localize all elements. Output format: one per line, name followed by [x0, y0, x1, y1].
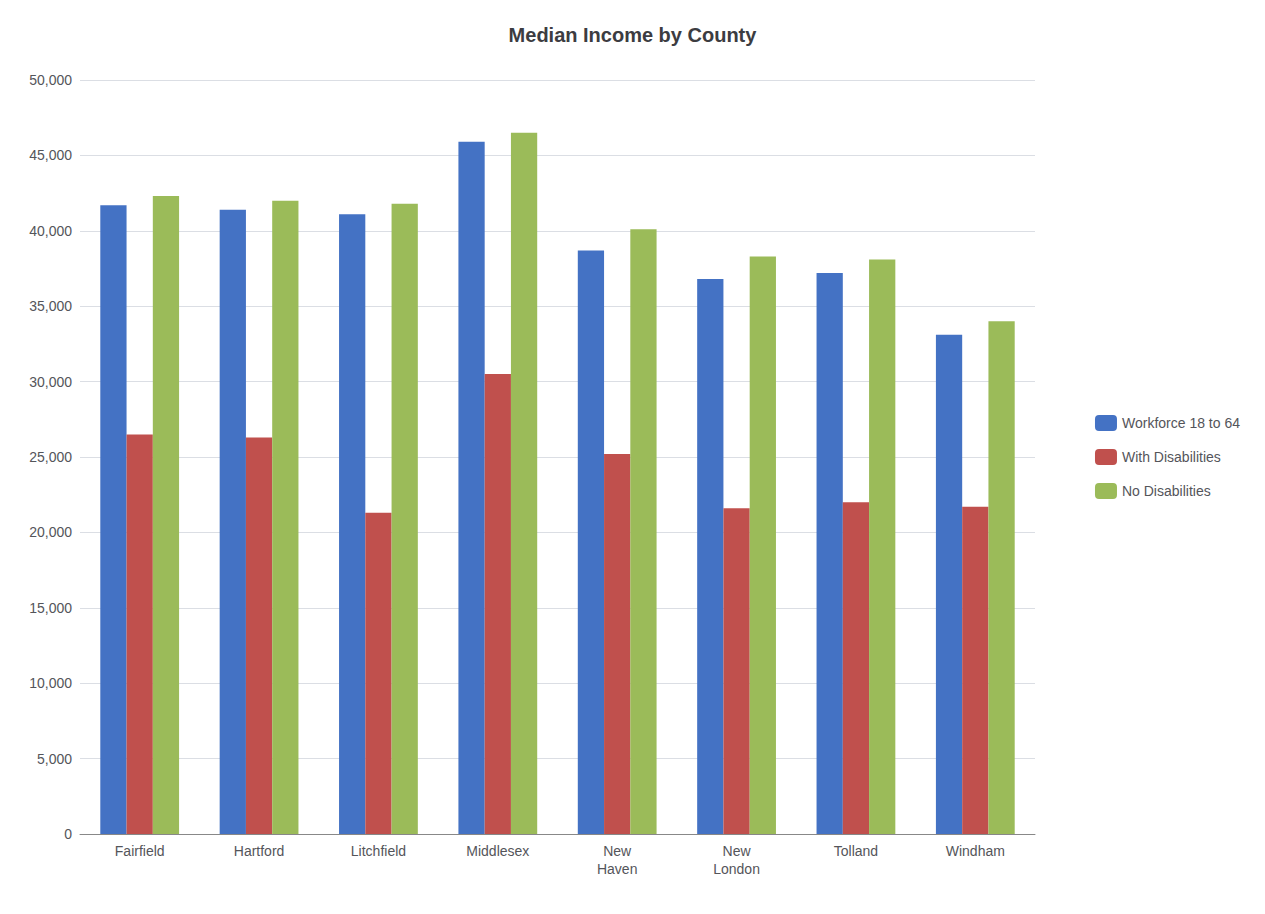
svg-text:0: 0	[64, 826, 72, 842]
svg-text:Hartford: Hartford	[234, 843, 285, 859]
svg-text:5,000: 5,000	[37, 751, 72, 767]
svg-text:No Disabilities: No Disabilities	[1122, 483, 1211, 499]
svg-text:45,000: 45,000	[29, 147, 72, 163]
svg-text:15,000: 15,000	[29, 600, 72, 616]
svg-text:50,000: 50,000	[29, 72, 72, 88]
svg-text:Tolland: Tolland	[834, 843, 878, 859]
svg-text:Windham: Windham	[946, 843, 1005, 859]
svg-text:London: London	[713, 861, 760, 877]
svg-text:Median Income by County: Median Income by County	[509, 24, 758, 46]
svg-text:10,000: 10,000	[29, 675, 72, 691]
svg-text:30,000: 30,000	[29, 374, 72, 390]
svg-text:35,000: 35,000	[29, 298, 72, 314]
svg-text:Workforce 18 to 64: Workforce 18 to 64	[1122, 415, 1240, 431]
svg-text:Middlesex: Middlesex	[466, 843, 529, 859]
svg-text:New: New	[723, 843, 752, 859]
svg-text:40,000: 40,000	[29, 223, 72, 239]
svg-text:Fairfield: Fairfield	[115, 843, 165, 859]
svg-text:Litchfield: Litchfield	[351, 843, 406, 859]
svg-text:Haven: Haven	[597, 861, 637, 877]
svg-text:25,000: 25,000	[29, 449, 72, 465]
svg-text:20,000: 20,000	[29, 524, 72, 540]
svg-text:New: New	[603, 843, 632, 859]
svg-text:With Disabilities: With Disabilities	[1122, 449, 1221, 465]
